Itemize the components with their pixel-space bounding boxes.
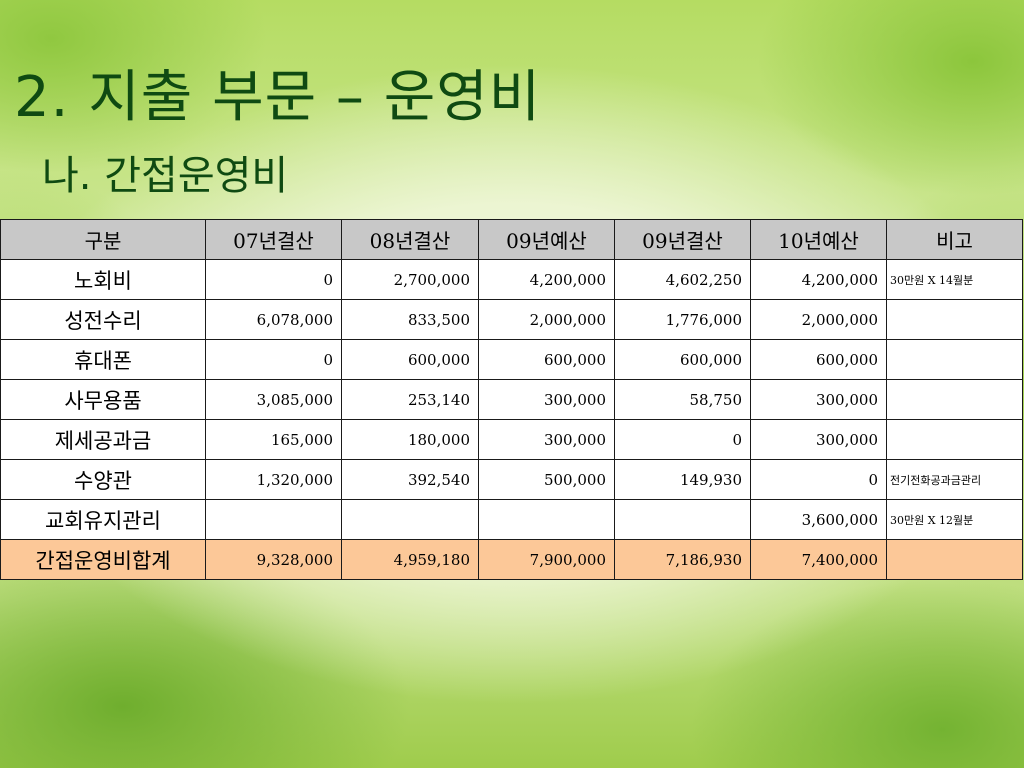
cell-10-budget: 3,600,000: [750, 499, 887, 540]
cell-09-settlement: 600,000: [614, 339, 751, 380]
table-row: 성전수리 6,078,000 833,500 2,000,000 1,776,0…: [0, 299, 1023, 340]
cell-09-budget: 300,000: [478, 379, 615, 420]
header-07-settlement: 07년결산: [205, 219, 342, 260]
cell-08-settlement: 392,540: [341, 459, 479, 500]
total-07-settlement: 9,328,000: [205, 539, 342, 580]
cell-08-settlement: 833,500: [341, 299, 479, 340]
table-row: 노회비 0 2,700,000 4,200,000 4,602,250 4,20…: [0, 259, 1023, 300]
slide-subtitle: 나. 간접운영비: [42, 153, 289, 199]
cell-08-settlement: 253,140: [341, 379, 479, 420]
cell-09-settlement: 1,776,000: [614, 299, 751, 340]
cell-remarks: 30만원 X 12월분: [886, 499, 1023, 540]
header-09-budget: 09년예산: [478, 219, 615, 260]
total-09-budget: 7,900,000: [478, 539, 615, 580]
cell-09-budget: 2,000,000: [478, 299, 615, 340]
total-09-settlement: 7,186,930: [614, 539, 751, 580]
total-label: 간접운영비합계: [0, 539, 206, 580]
cell-10-budget: 0: [750, 459, 887, 500]
row-category: 노회비: [0, 259, 206, 300]
budget-table: 구분 07년결산 08년결산 09년예산 09년결산 10년예산 비고 노회비 …: [0, 219, 1023, 580]
cell-remarks: [886, 299, 1023, 340]
cell-09-settlement: 149,930: [614, 459, 751, 500]
cell-09-settlement: 0: [614, 419, 751, 460]
cell-remarks: [886, 379, 1023, 420]
row-category: 사무용품: [0, 379, 206, 420]
cell-remarks: 전기전화공과금관리: [886, 459, 1023, 500]
cell-07-settlement: 0: [205, 339, 342, 380]
row-category: 교회유지관리: [0, 499, 206, 540]
cell-remarks: [886, 419, 1023, 460]
cell-07-settlement: 0: [205, 259, 342, 300]
cell-08-settlement: 180,000: [341, 419, 479, 460]
cell-10-budget: 300,000: [750, 379, 887, 420]
row-category: 수양관: [0, 459, 206, 500]
cell-10-budget: 600,000: [750, 339, 887, 380]
cell-10-budget: 300,000: [750, 419, 887, 460]
table-row: 사무용품 3,085,000 253,140 300,000 58,750 30…: [0, 379, 1023, 420]
cell-08-settlement: 600,000: [341, 339, 479, 380]
row-category: 성전수리: [0, 299, 206, 340]
cell-08-settlement: [341, 499, 479, 540]
cell-09-budget: 300,000: [478, 419, 615, 460]
cell-08-settlement: 2,700,000: [341, 259, 479, 300]
total-10-budget: 7,400,000: [750, 539, 887, 580]
cell-09-budget: 600,000: [478, 339, 615, 380]
cell-09-budget: 500,000: [478, 459, 615, 500]
cell-07-settlement: 165,000: [205, 419, 342, 460]
cell-10-budget: 2,000,000: [750, 299, 887, 340]
header-09-settlement: 09년결산: [614, 219, 751, 260]
header-08-settlement: 08년결산: [341, 219, 479, 260]
total-remarks: [886, 539, 1023, 580]
total-08-settlement: 4,959,180: [341, 539, 479, 580]
cell-remarks: 30만원 X 14월분: [886, 259, 1023, 300]
cell-07-settlement: 6,078,000: [205, 299, 342, 340]
cell-09-settlement: 58,750: [614, 379, 751, 420]
table-row: 수양관 1,320,000 392,540 500,000 149,930 0 …: [0, 459, 1023, 500]
table-header-row: 구분 07년결산 08년결산 09년예산 09년결산 10년예산 비고: [0, 219, 1023, 260]
slide-title: 2. 지출 부문 – 운영비: [14, 65, 542, 130]
cell-07-settlement: 1,320,000: [205, 459, 342, 500]
header-10-budget: 10년예산: [750, 219, 887, 260]
header-remarks: 비고: [886, 219, 1023, 260]
cell-10-budget: 4,200,000: [750, 259, 887, 300]
cell-09-settlement: 4,602,250: [614, 259, 751, 300]
header-category: 구분: [0, 219, 206, 260]
total-row: 간접운영비합계 9,328,000 4,959,180 7,900,000 7,…: [0, 539, 1023, 580]
row-category: 제세공과금: [0, 419, 206, 460]
table-row: 교회유지관리 3,600,000 30만원 X 12월분: [0, 499, 1023, 540]
cell-07-settlement: 3,085,000: [205, 379, 342, 420]
cell-09-budget: [478, 499, 615, 540]
table-row: 휴대폰 0 600,000 600,000 600,000 600,000: [0, 339, 1023, 380]
cell-09-budget: 4,200,000: [478, 259, 615, 300]
table-row: 제세공과금 165,000 180,000 300,000 0 300,000: [0, 419, 1023, 460]
cell-07-settlement: [205, 499, 342, 540]
row-category: 휴대폰: [0, 339, 206, 380]
cell-remarks: [886, 339, 1023, 380]
cell-09-settlement: [614, 499, 751, 540]
